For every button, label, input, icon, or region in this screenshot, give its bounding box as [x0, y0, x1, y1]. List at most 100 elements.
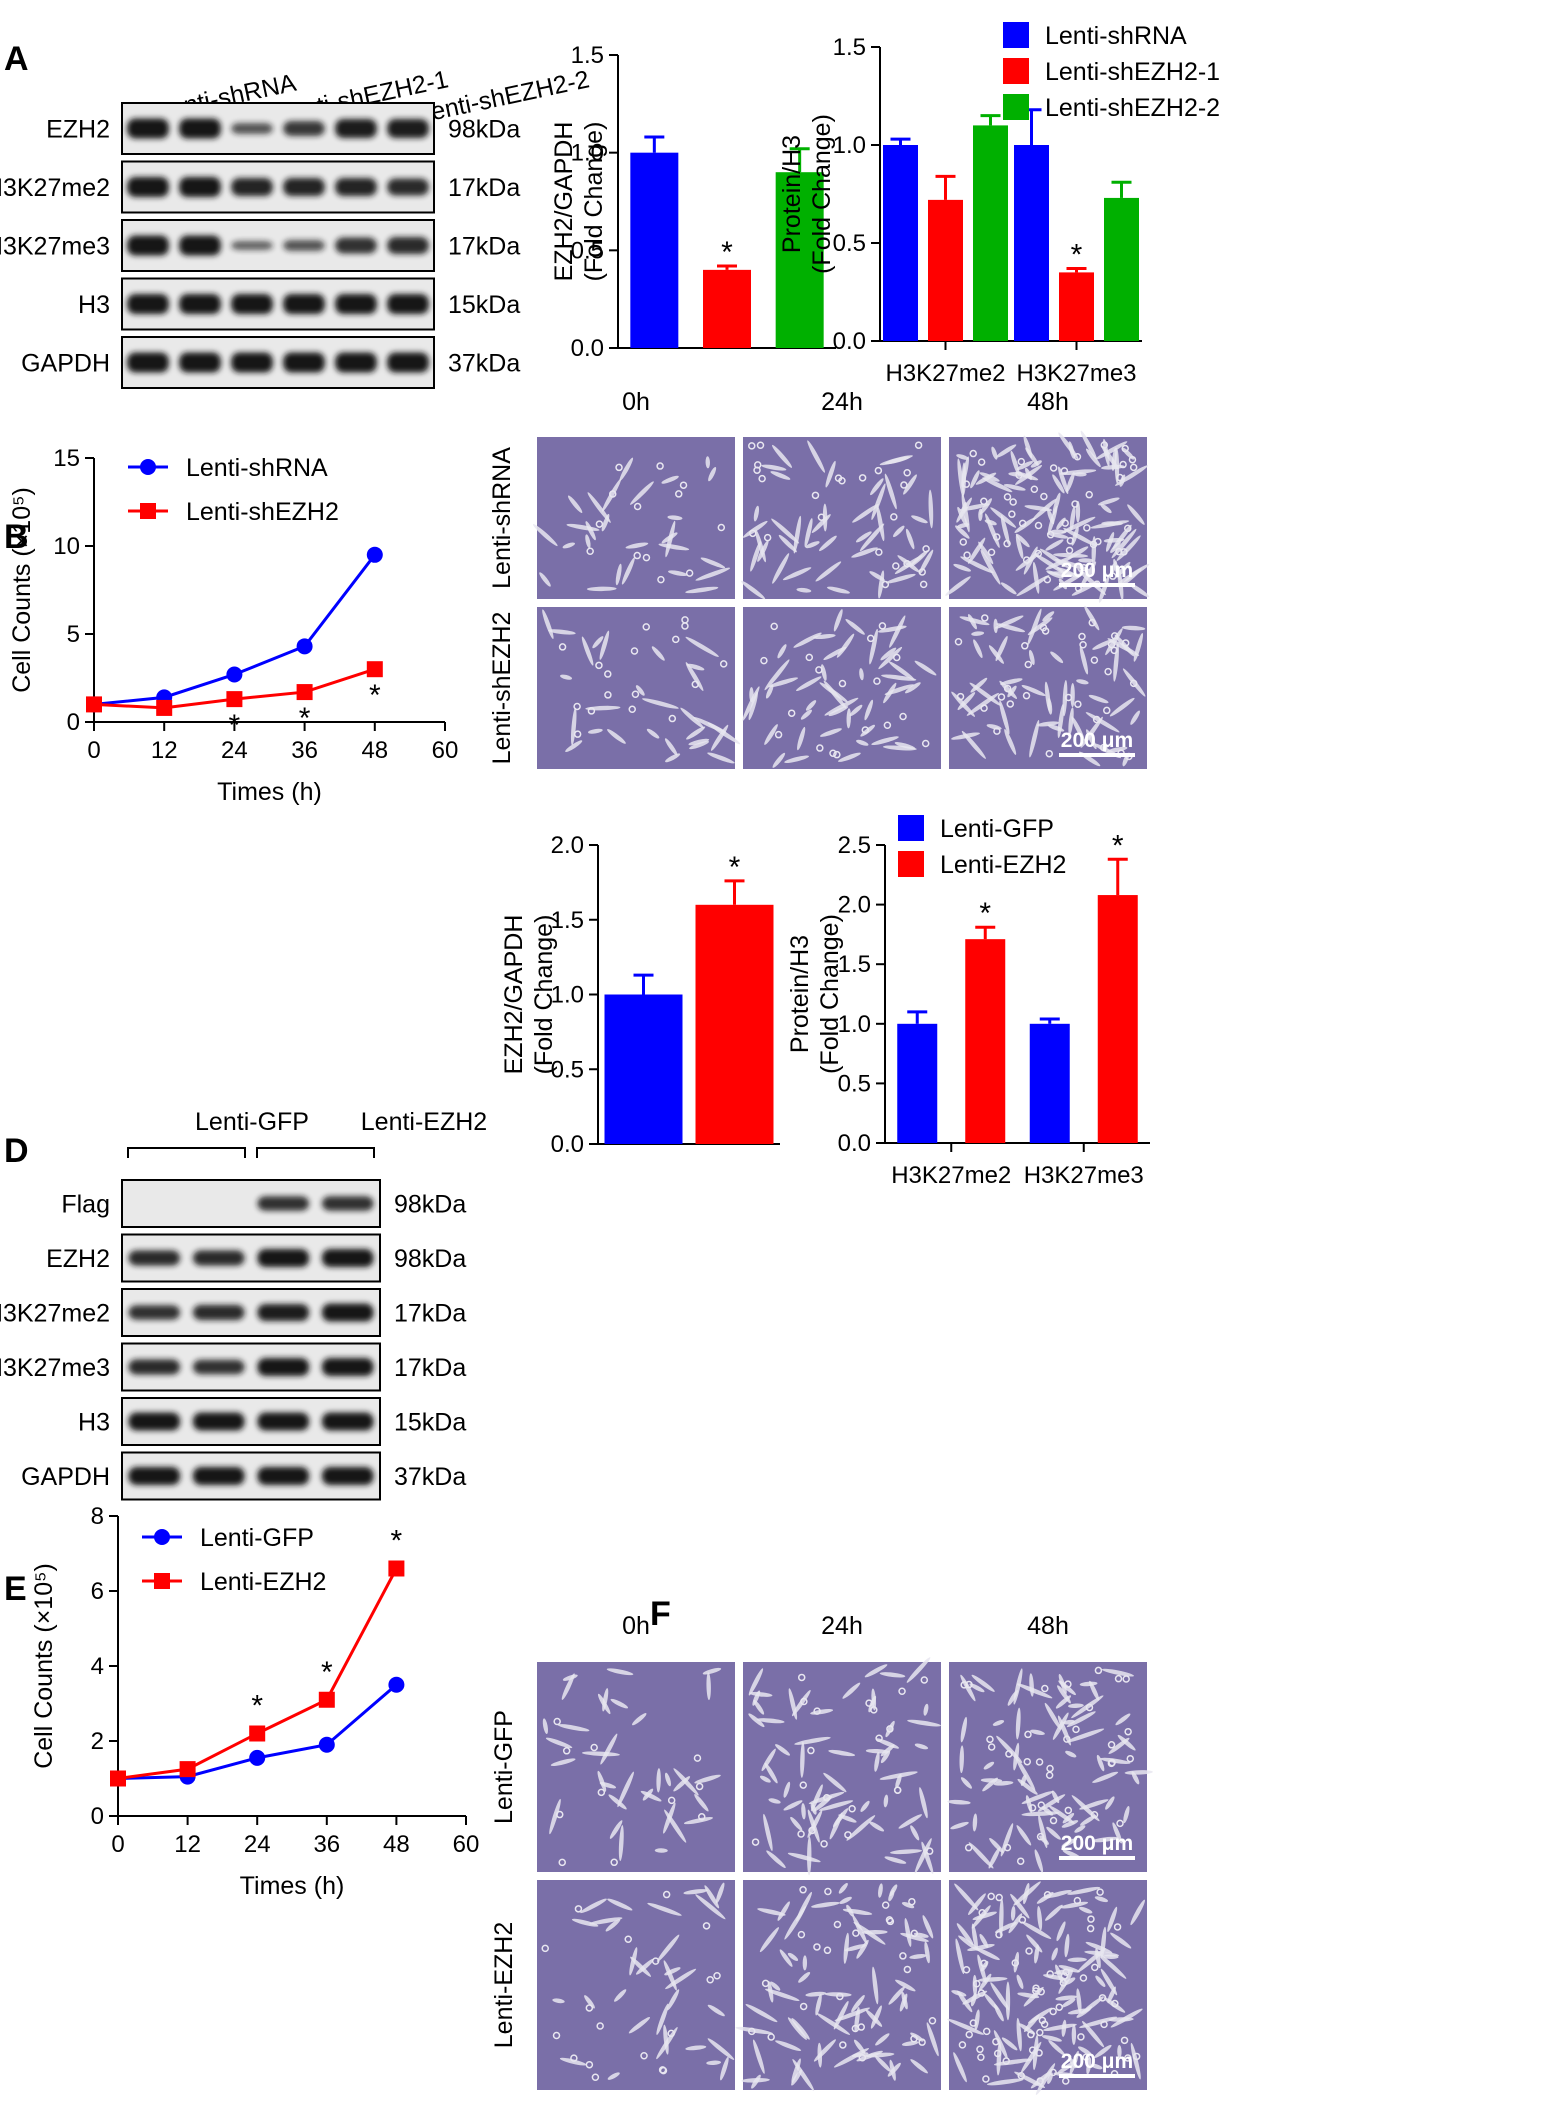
micrograph-c-cell	[782, 567, 812, 581]
micrograph-c-cell	[633, 551, 641, 560]
micrograph-f-cell	[590, 1743, 598, 1752]
micrograph-f-cell	[838, 1883, 848, 1894]
A-protein-ytick-label: 1.5	[833, 34, 866, 61]
micrograph-c-cell	[1047, 571, 1081, 577]
micrograph-c-cell	[1115, 547, 1123, 556]
E-growth-ytick-label: 0	[91, 1803, 104, 1830]
A-protein-legend-label: Lenti-shRNA	[1045, 22, 1187, 50]
micrograph-f-cell	[992, 2037, 1000, 2046]
micrograph-c-cell	[883, 721, 892, 730]
B-growth-xtick-label: 12	[151, 737, 178, 764]
micrograph-c-cell	[558, 643, 567, 651]
micrograph-c-cell	[691, 680, 700, 689]
micrograph-c-cell	[615, 463, 623, 472]
A-protein-legend-swatch	[1003, 58, 1029, 84]
D-protein-ytick-label: 0.5	[838, 1070, 871, 1097]
micrograph-f-cell	[904, 1918, 912, 1947]
micrograph-c-cell	[805, 653, 814, 662]
micrograph-f-image	[537, 1662, 735, 1872]
micrograph-f-cell	[972, 1974, 978, 1997]
micrograph-f-cell	[608, 1794, 627, 1810]
micrograph-f-time-label: 48h	[1027, 1612, 1069, 1640]
micrograph-c-cell	[772, 752, 786, 768]
micrograph-f-cell	[1043, 1891, 1052, 1899]
micrograph-f-cell	[1055, 1995, 1078, 2001]
micrograph-f-cell	[1062, 1968, 1070, 1976]
micrograph-c-cell	[771, 518, 800, 544]
micrograph-c-cell	[539, 572, 551, 587]
micrograph-f-cell	[1036, 2028, 1044, 2037]
micrograph-c-cell	[1070, 683, 1075, 708]
micrograph-c-cell	[777, 644, 787, 659]
micrograph-f-cell	[874, 2055, 892, 2072]
micrograph-f-cell	[982, 2075, 990, 2083]
micrograph-f-row-label: Lenti-EZH2	[490, 1922, 518, 2048]
micrograph-c-cell	[1074, 700, 1082, 708]
micrograph-f-cell	[1010, 1893, 1030, 1919]
D-protein-bar	[897, 1023, 938, 1143]
micrograph-f-cell	[889, 1884, 898, 1897]
micrograph-c-cell	[1114, 447, 1120, 484]
micrograph-c-cell	[708, 466, 717, 482]
micrograph-c-cells	[945, 430, 1150, 603]
micrograph-f-cell	[654, 1848, 668, 1853]
micrograph-c-cell	[890, 513, 898, 521]
micrograph-f-cell	[552, 2031, 561, 2040]
micrograph-f-cell	[1114, 1674, 1123, 1683]
micrograph-c-cell	[631, 690, 640, 698]
micrograph-c-cell	[1095, 441, 1128, 460]
blot-d-kda-label: 37kDa	[394, 1463, 466, 1491]
micrograph-f-cell	[1055, 1695, 1072, 1709]
micrograph-c-cell	[864, 699, 874, 721]
micrograph-f-cell	[922, 1915, 934, 1939]
micrograph-f-cell	[694, 1794, 709, 1812]
micrograph-c-cell	[675, 490, 683, 498]
B-growth-legend-marker	[140, 459, 156, 475]
micrograph-f-cell	[591, 2073, 600, 2081]
micrograph-f-cell	[1126, 1754, 1135, 1763]
micrograph-f-cell	[757, 1908, 786, 1916]
micrograph-c-cell	[819, 535, 837, 552]
micrograph-f-cell	[797, 1830, 805, 1838]
micrograph-f-cell	[580, 1898, 607, 1914]
micrograph-c-cell	[1100, 441, 1109, 449]
blot-a-kda-label: 15kDa	[448, 291, 520, 319]
micrograph-f-cell	[1096, 1754, 1105, 1772]
D-protein-y-title: Protein/H3	[786, 935, 814, 1053]
E-growth-series-line	[117, 1567, 398, 1780]
micrograph-f-cell	[977, 2053, 985, 2061]
E-growth-legend-marker	[154, 1529, 170, 1545]
micrograph-f-cell	[635, 1958, 654, 1975]
micrograph-c-cell	[1034, 553, 1066, 575]
E-growth-significance-star: *	[321, 1656, 333, 1689]
micrograph-c-cell	[689, 740, 710, 750]
micrograph-c-cell	[820, 664, 827, 681]
micrograph-f-cell	[846, 1815, 876, 1841]
micrograph-f-cell	[797, 1930, 806, 1939]
micrograph-c-cell	[560, 674, 573, 680]
micrograph-f-cell	[1068, 1703, 1084, 1708]
micrograph-f-cell	[910, 2059, 928, 2074]
A-protein-bar	[1059, 272, 1094, 341]
blot-d-row-label: GAPDH	[21, 1463, 110, 1491]
micrograph-f-cell	[1021, 1790, 1054, 1804]
micrograph-f-cell	[975, 1947, 1000, 1961]
blot-d-band	[321, 1412, 374, 1431]
blot-a-band	[387, 294, 429, 314]
D-protein-legend-label: Lenti-EZH2	[940, 851, 1066, 879]
D-protein-y-title-2: (Fold Change)	[816, 914, 844, 1074]
micrograph-f-cell	[752, 2039, 765, 2074]
micrograph-c-cell	[679, 481, 688, 489]
A-protein-bar	[883, 145, 918, 341]
micrograph-c-cell	[815, 561, 842, 582]
micrograph-f-cell	[1092, 1771, 1119, 1783]
blot-a-row-label: H3K27me2	[0, 174, 110, 202]
A-ezh2-ytick-label: 0.0	[571, 335, 604, 362]
D-protein-significance-star: *	[1112, 829, 1124, 862]
micrograph-c-cell	[642, 623, 650, 631]
micrograph-c-cell	[1039, 623, 1048, 632]
micrograph-c-cell	[1068, 441, 1075, 459]
blot-d-kda-label: 15kDa	[394, 1409, 466, 1437]
micrograph-f-cell	[959, 1745, 964, 1774]
micrograph-f-cell	[986, 2078, 1024, 2086]
